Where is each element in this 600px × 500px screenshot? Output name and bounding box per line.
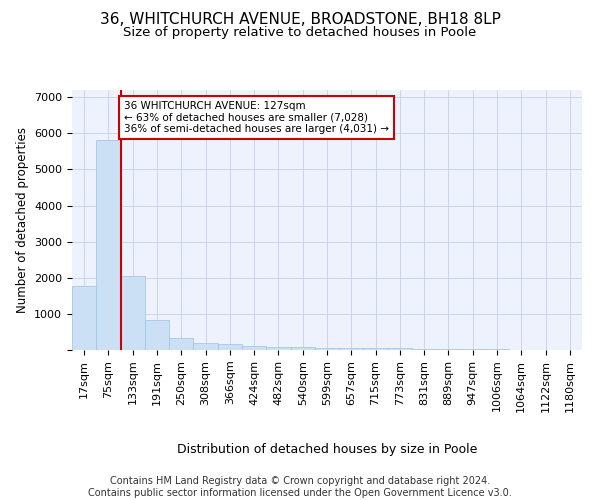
Bar xyxy=(96,140,121,350)
Y-axis label: Number of detached properties: Number of detached properties xyxy=(16,127,29,313)
Bar xyxy=(169,338,193,350)
Text: 36, WHITCHURCH AVENUE, BROADSTONE, BH18 8LP: 36, WHITCHURCH AVENUE, BROADSTONE, BH18 … xyxy=(100,12,500,28)
Bar xyxy=(436,348,461,350)
Text: Contains HM Land Registry data © Crown copyright and database right 2024.
Contai: Contains HM Land Registry data © Crown c… xyxy=(88,476,512,498)
Bar xyxy=(461,348,485,350)
Text: 36 WHITCHURCH AVENUE: 127sqm
← 63% of detached houses are smaller (7,028)
36% of: 36 WHITCHURCH AVENUE: 127sqm ← 63% of de… xyxy=(124,101,389,134)
Bar xyxy=(193,343,218,350)
Bar xyxy=(218,344,242,350)
Bar xyxy=(485,349,509,350)
Bar xyxy=(388,348,412,350)
Bar xyxy=(242,346,266,350)
Bar xyxy=(72,286,96,350)
Bar xyxy=(315,348,339,350)
Text: Size of property relative to detached houses in Poole: Size of property relative to detached ho… xyxy=(124,26,476,39)
Text: Distribution of detached houses by size in Poole: Distribution of detached houses by size … xyxy=(177,442,477,456)
Bar xyxy=(290,348,315,350)
Bar xyxy=(266,347,290,350)
Bar xyxy=(339,348,364,350)
Bar xyxy=(121,276,145,350)
Bar xyxy=(412,348,436,350)
Bar xyxy=(364,348,388,350)
Bar xyxy=(145,320,169,350)
